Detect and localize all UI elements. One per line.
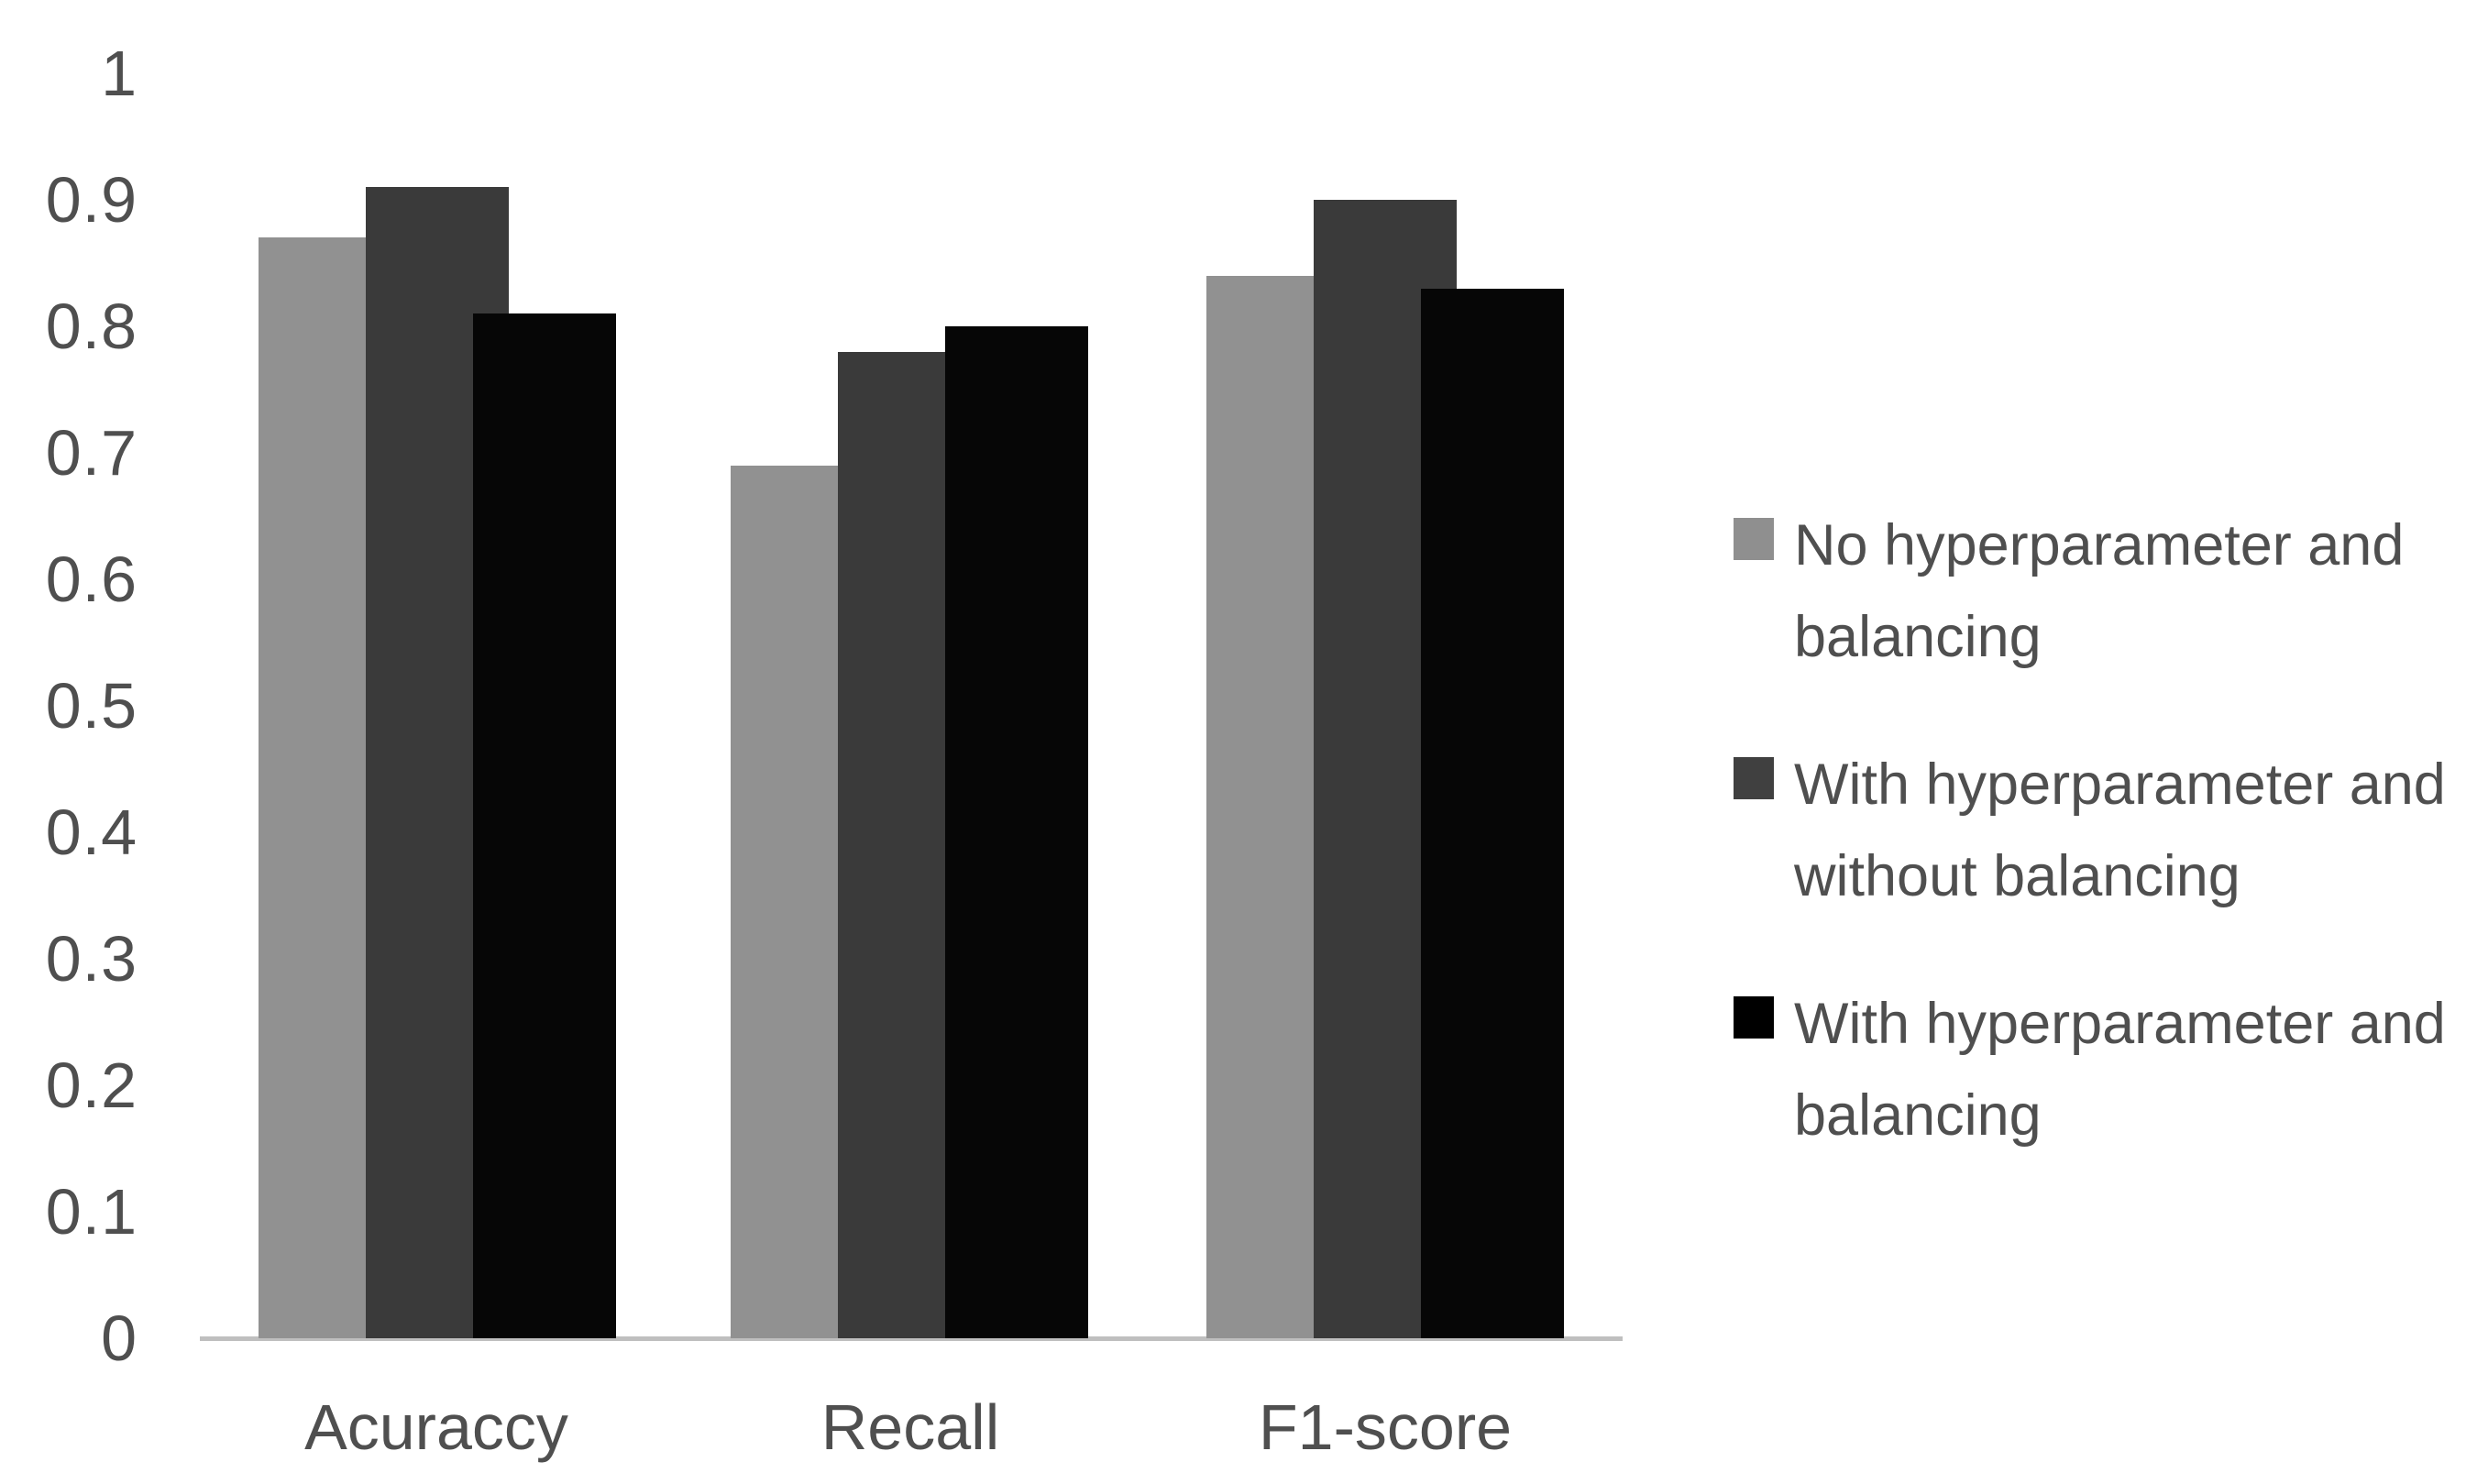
legend-swatch-black [1734,996,1774,1039]
bar-acuraccy-series-3 [473,313,616,1338]
y-tick-label: 0.1 [45,1176,138,1248]
y-tick-label: 0.5 [45,670,138,742]
legend-item: No hyperparameter and balancing [1734,500,2476,683]
x-axis-label-recall: Recall [820,1391,1000,1463]
y-tick-label: 1 [101,38,138,109]
y-tick-label: 0.6 [45,544,138,615]
y-tick-label: 0.7 [45,417,138,489]
legend-swatch-gray [1734,518,1774,560]
legend-label: No hyperparameter and balancing [1794,513,2405,669]
bar-recall-series-3 [945,326,1088,1338]
legend-item: With hyperparameter and balancing [1734,978,2476,1161]
legend-label: With hyperparameter and without balancin… [1794,753,2446,908]
legend-item: With hyperparameter and without balancin… [1734,739,2476,922]
y-tick-label: 0.4 [45,797,138,868]
x-axis-label-f1-score: F1-score [1258,1391,1513,1463]
legend-swatch-dark-gray [1734,757,1774,799]
x-axis-label-acuraccy: Acuraccy [304,1391,568,1463]
y-tick-label: 0 [101,1303,138,1374]
y-tick-label: 0.3 [45,923,138,995]
legend-label: With hyperparameter and balancing [1794,992,2446,1148]
y-tick-label: 0.8 [45,291,138,362]
y-tick-label: 0.2 [45,1050,138,1121]
x-axis-line [200,1336,1623,1341]
y-tick-label: 0.9 [45,164,138,236]
bar-f1-score-series-3 [1421,289,1564,1338]
legend: No hyperparameter and balancing With hyp… [1734,500,2476,1217]
